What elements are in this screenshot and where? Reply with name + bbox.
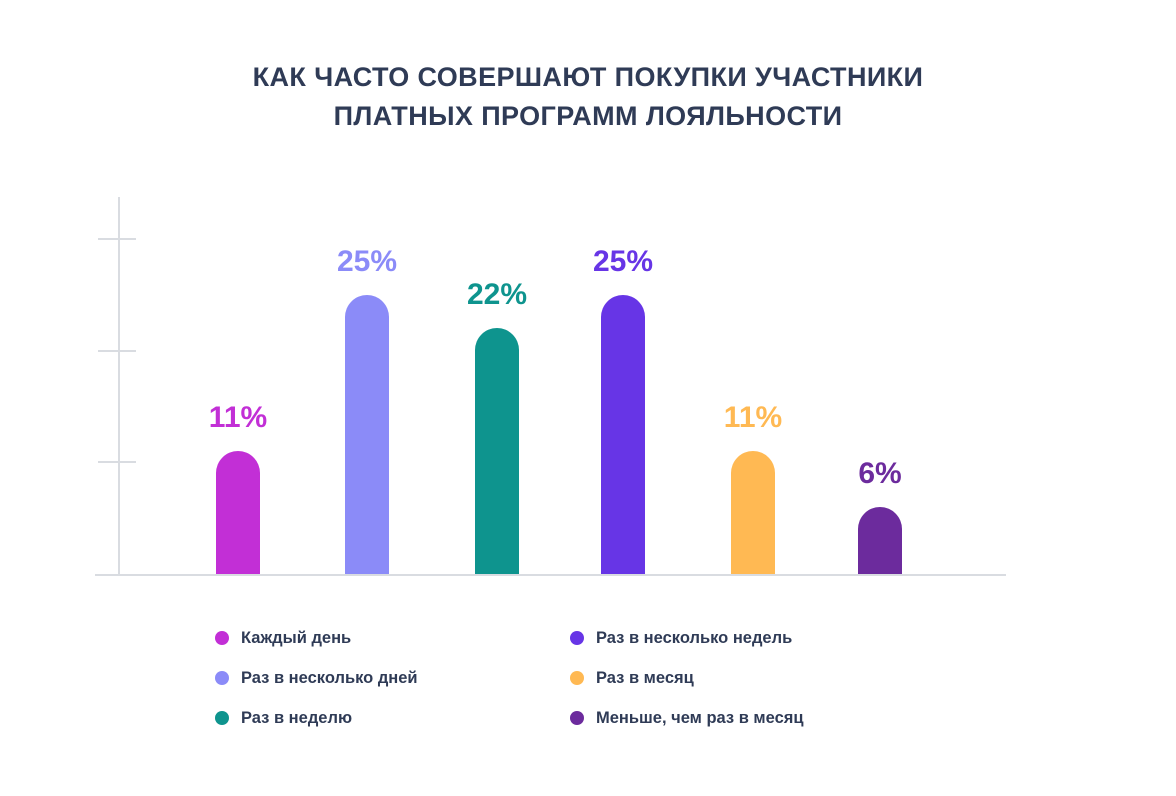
bar-value-label: 22%: [466, 278, 528, 311]
legend-dot: [215, 631, 229, 645]
y-axis-line: [118, 197, 120, 574]
legend-label: Раз в неделю: [241, 708, 353, 727]
legend-item: Раз в несколько дней: [215, 658, 418, 698]
bar-value-label: 6%: [858, 457, 902, 490]
legend-item: Раз в несколько недель: [570, 618, 804, 658]
legend-label: Раз в несколько недель: [596, 628, 793, 647]
legend-label: Раз в несколько дней: [241, 668, 418, 687]
bar-3: [475, 328, 519, 574]
legend-item: Раз в месяц: [570, 658, 804, 698]
bar-5: [731, 451, 775, 574]
bar-value-label: 11%: [208, 401, 268, 434]
legend-dot: [215, 711, 229, 725]
bar-4: [601, 295, 645, 574]
legend-label: Раз в месяц: [596, 668, 694, 687]
chart-title-line1: КАК ЧАСТО СОВЕРШАЮТ ПОКУПКИ УЧАСТНИКИ: [252, 62, 924, 92]
y-tick: [98, 349, 136, 352]
legend-column-1: Каждый день Раз в несколько дней Раз в нед…: [215, 618, 418, 738]
bar-6: [858, 507, 902, 574]
bar-value-label: 25%: [592, 245, 654, 278]
legend-label: Меньше, чем раз в месяц: [596, 708, 804, 727]
legend-column-2: Раз в несколько недель Раз в месяц Меньше,…: [570, 618, 804, 738]
y-tick: [98, 461, 136, 464]
chart-title-line2: ПЛАТНЫХ ПРОГРАММ ЛОЯЛЬНОСТИ: [333, 101, 843, 132]
bar-value-label: 11%: [723, 401, 783, 434]
bar-value-label: 25%: [336, 245, 398, 278]
legend-dot: [570, 631, 584, 645]
legend-item: Раз в неделю: [215, 698, 418, 738]
legend-dot: [570, 671, 584, 685]
legend-dot: [570, 711, 584, 725]
bar-1: [216, 451, 260, 574]
legend-dot: [215, 671, 229, 685]
legend-label: Каждый день: [241, 628, 352, 647]
x-axis-line: [95, 574, 1006, 576]
bar-2: [345, 295, 389, 574]
chart-title: КАК ЧАСТО СОВЕРШАЮТ ПОКУПКИ УЧАСТНИКИ ПЛ…: [88, 58, 1088, 136]
legend-item: Каждый день: [215, 618, 418, 658]
y-tick: [98, 238, 136, 241]
legend-item: Меньше, чем раз в месяц: [570, 698, 804, 738]
